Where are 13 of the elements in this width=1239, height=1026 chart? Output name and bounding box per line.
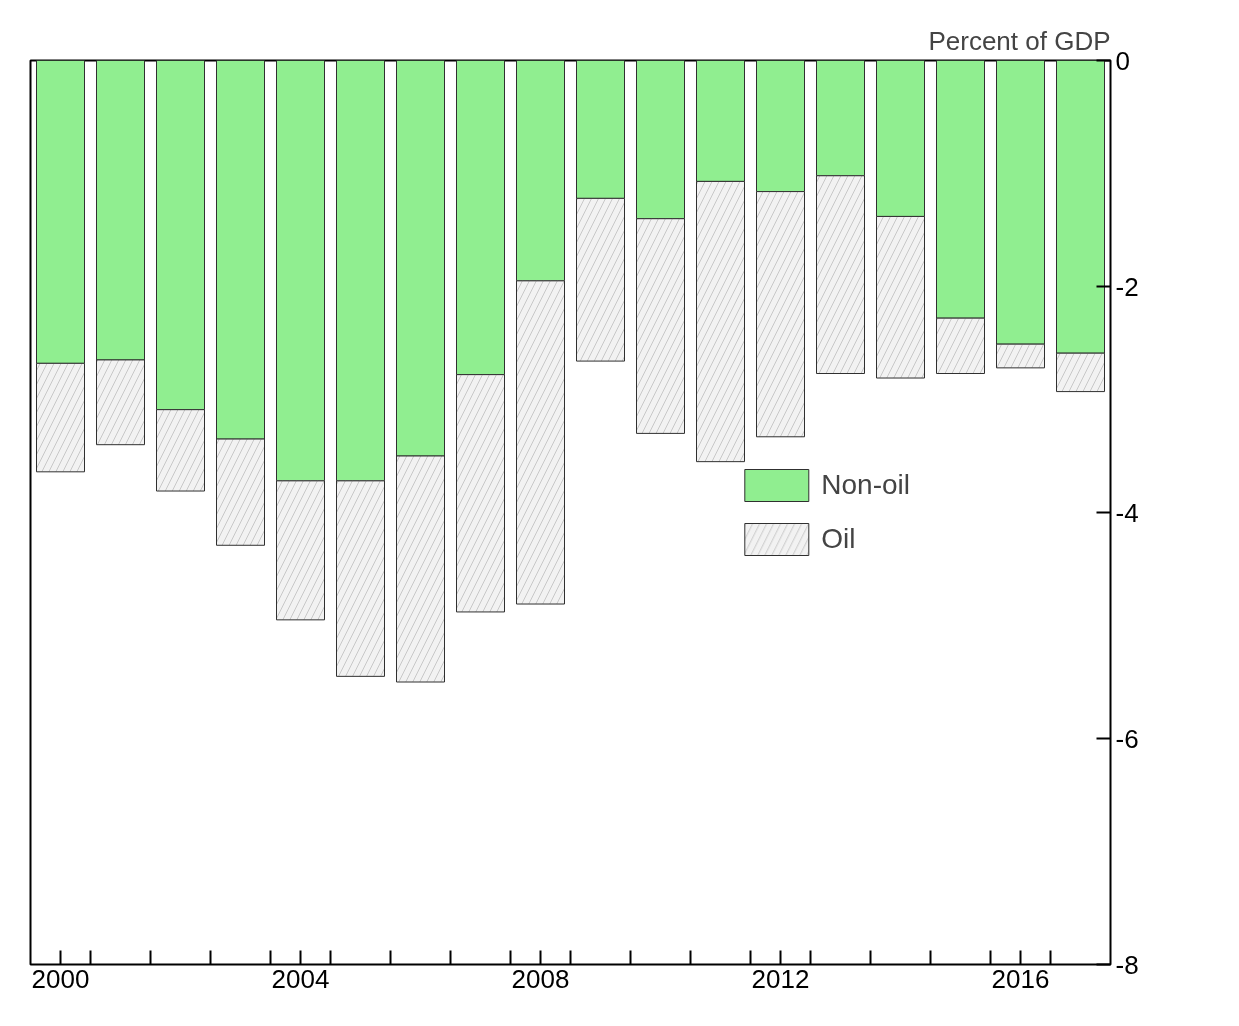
x-tick-label: 2016 <box>991 963 1050 994</box>
legend-label: Non-oil <box>821 469 910 501</box>
x-tick-label: 2008 <box>511 963 570 994</box>
y-tick-label: -6 <box>1115 723 1139 754</box>
y-tick-label: 0 <box>1115 45 1130 76</box>
x-tick-label: 2004 <box>271 963 330 994</box>
y-axis-title: Percent of GDP <box>928 25 1111 56</box>
y-tick-label: -2 <box>1115 271 1139 302</box>
y-tick-label: -4 <box>1115 497 1139 528</box>
x-tick-label: 2012 <box>751 963 810 994</box>
y-tick-label: -8 <box>1115 949 1139 980</box>
legend-label: Oil <box>821 523 856 555</box>
x-tick-label: 2000 <box>31 963 90 994</box>
